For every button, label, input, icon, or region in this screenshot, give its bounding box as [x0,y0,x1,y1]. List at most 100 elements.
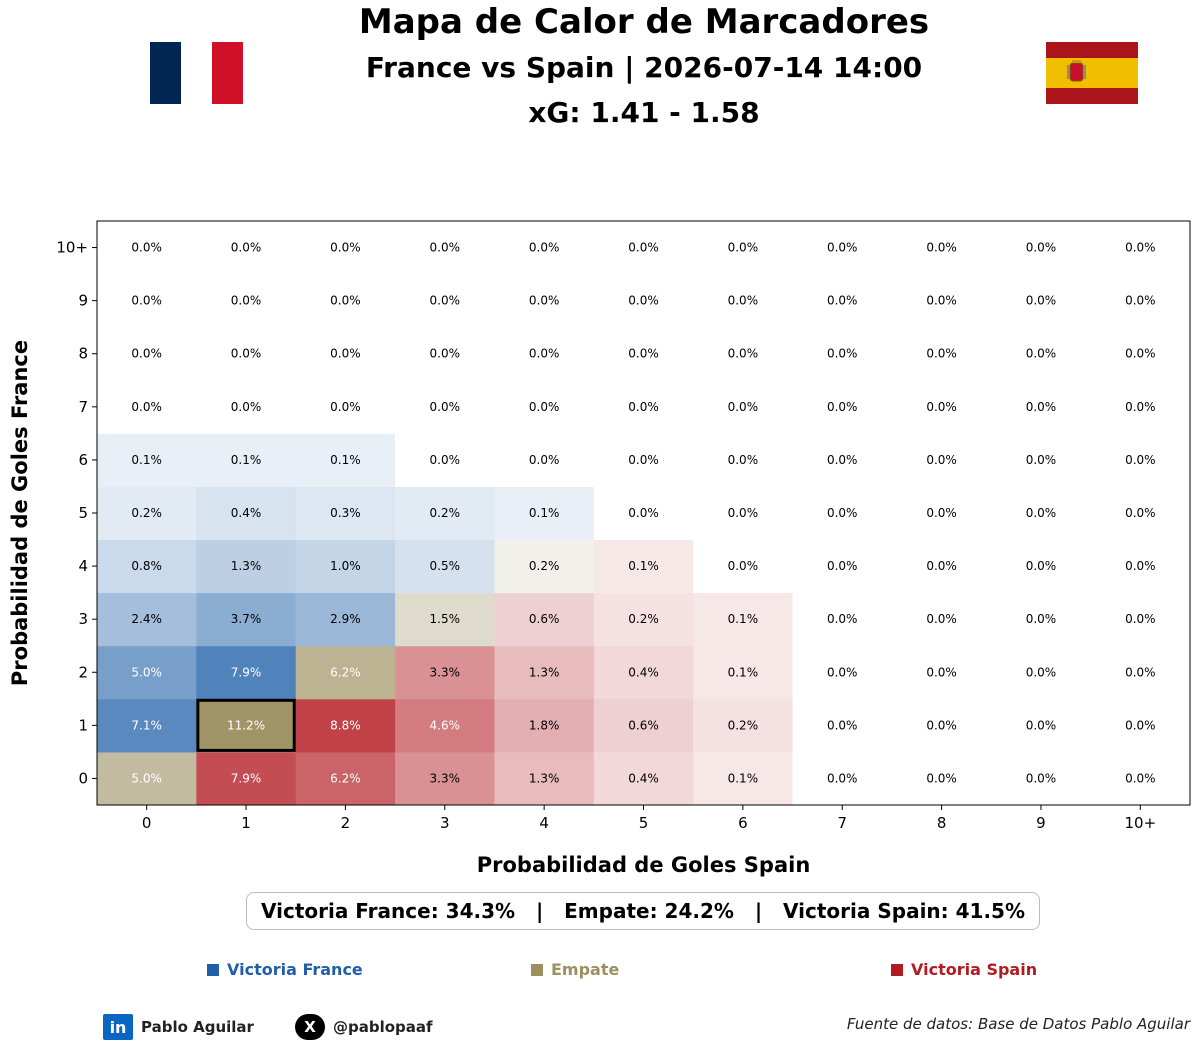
heatmap-cell [593,327,694,381]
heatmap-cell [891,433,992,487]
cell-value-label: 0.1% [231,453,262,467]
heatmap-cell [97,592,197,647]
heatmap-cell [693,751,794,806]
heatmap-cell [991,274,1092,328]
x-credit[interactable]: X @pablopaaf [295,1014,433,1040]
heatmap-cell [395,751,495,806]
y-tick-label: 4 [78,557,88,575]
heatmap-cell [1090,274,1191,328]
y-axis-label: Probabilidad de Goles France [8,340,32,686]
cell-value-label: 0.0% [926,347,957,361]
cell-value-label: 0.0% [529,347,560,361]
summary-draw: Empate: 24.2% [564,899,734,923]
heatmap-cell [97,327,197,381]
cell-value-label: 0.0% [827,241,858,255]
cell-value-label: 0.0% [330,241,361,255]
heatmap-cell [97,380,197,434]
france-flag [150,42,243,104]
x-tick-label: 3 [440,814,450,832]
cell-value-label: 0.0% [430,400,461,414]
cell-value-label: 0.0% [1125,453,1156,467]
y-tick-label: 6 [78,451,88,469]
cell-value-label: 0.0% [131,241,162,255]
heatmap-cell [196,486,297,541]
cell-value-label: 7.9% [231,771,262,785]
cell-value-label: 1.3% [529,771,560,785]
cell-value-label: 0.4% [231,506,262,520]
heatmap-cell [295,274,396,328]
x-tick-label: 2 [341,814,351,832]
heatmap-cell [97,433,197,487]
y-tick-label: 2 [78,663,88,681]
cell-value-label: 0.0% [926,506,957,520]
heatmap-cell [693,592,794,647]
legend-home: Victoria France [207,960,363,979]
heatmap-cell [395,274,495,328]
x-tick-label: 4 [539,814,549,832]
heatmap-chart: 5.0% 7.9% 6.2% 3.3% 1.3% 0.4% 0.1% 0.0% 0.0% 0.0%… [8,220,1191,877]
xg-line: xG: 1.41 - 1.58 [528,96,760,129]
heatmap-cell [593,486,694,541]
heatmap-cell [991,751,1092,806]
summary-separator: | [535,899,544,923]
cell-value-label: 0.8% [131,559,162,573]
cell-value-label: 0.0% [131,347,162,361]
x-tick-label: 0 [142,814,152,832]
heatmap-cell [1090,380,1191,434]
cell-value-label: 0.0% [231,347,262,361]
heatmap-cell [494,433,595,487]
cell-value-label: 0.0% [728,241,759,255]
spain-coat-of-arms-icon [1067,60,1086,82]
heatmap-cell [395,433,495,487]
outcome-summary: Victoria France: 34.3% | Empate: 24.2% |… [246,892,1040,930]
cell-value-label: 0.0% [827,347,858,361]
heatmap-cell [1090,539,1191,594]
cell-value-label: 0.0% [628,347,659,361]
cell-value-label: 0.0% [926,718,957,732]
heatmap-cell [991,380,1092,434]
cell-value-label: 0.0% [131,400,162,414]
heatmap-cell [792,327,893,381]
heatmap-cell [891,751,992,806]
heatmap-cell [891,380,992,434]
heatmap-cell [295,380,396,434]
legend-home-swatch [207,963,219,976]
cell-value-label: 4.6% [430,718,461,732]
cell-value-label: 0.0% [728,559,759,573]
heatmap-cell [593,221,694,275]
cell-value-label: 0.1% [728,612,759,626]
cell-value-label: 0.0% [827,400,858,414]
cell-value-label: 0.0% [529,453,560,467]
heatmap-cell [494,751,595,806]
x-tick-label: 8 [937,814,947,832]
heatmap-cell [593,380,694,434]
heatmap-cell [891,592,992,647]
cell-value-label: 0.0% [430,453,461,467]
cell-value-label: 5.0% [131,771,162,785]
heatmap-cell [494,327,595,381]
cell-value-label: 0.0% [926,453,957,467]
cell-value-label: 0.0% [728,506,759,520]
cell-value-label: 0.0% [827,294,858,308]
linkedin-credit[interactable]: in Pablo Aguilar [103,1014,254,1040]
heatmap-cell [295,539,396,594]
heatmap-cell [593,274,694,328]
y-tick-label: 10+ [56,239,88,257]
cell-value-label: 0.0% [1026,718,1057,732]
cell-value-label: 0.1% [131,453,162,467]
y-tick-label: 8 [78,345,88,363]
heatmap-cell [792,751,893,806]
heatmap-cell [97,645,197,700]
cell-value-label: 0.0% [1026,506,1057,520]
heatmap-cell [1090,751,1191,806]
heatmap-cell [693,380,794,434]
heatmap-cell [395,380,495,434]
heatmap-cell [792,486,893,541]
cell-value-label: 2.9% [330,612,361,626]
linkedin-icon: in [103,1014,133,1040]
legend-draw-label: Empate [551,960,620,979]
heatmap-cell [295,751,396,806]
cell-value-label: 0.0% [1125,506,1156,520]
cell-value-label: 0.0% [827,453,858,467]
spain-flag [1046,42,1138,104]
